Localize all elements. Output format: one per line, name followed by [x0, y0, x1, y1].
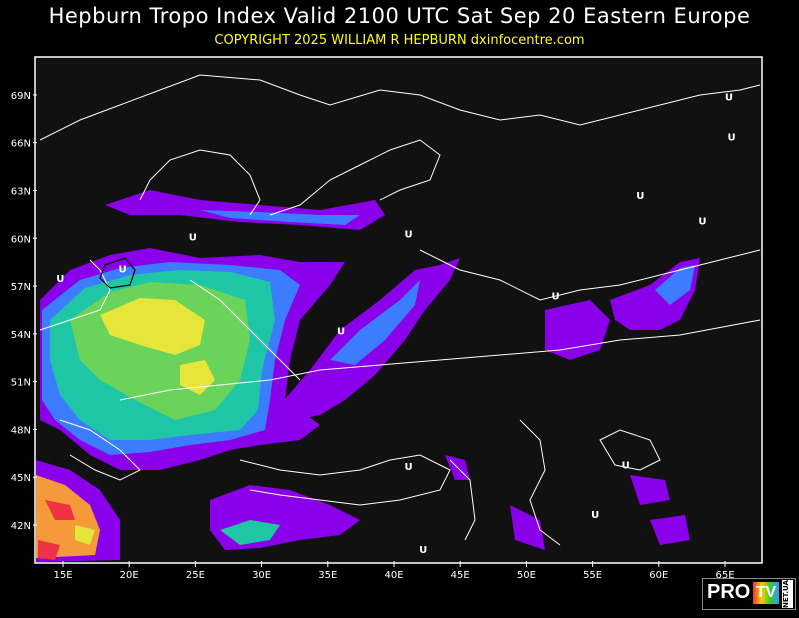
u-marker: U: [636, 191, 644, 202]
lon-label: 50E: [517, 570, 536, 581]
u-marker: U: [622, 460, 630, 471]
logo-net-text: NET.UA: [782, 580, 793, 608]
coastlines-borders: [39, 74, 761, 546]
tropo-index-overlay: [36, 190, 700, 562]
logo-tv-icon: TV: [753, 582, 779, 604]
lon-label: 35E: [318, 570, 337, 581]
u-marker: U: [405, 462, 413, 473]
map-title: Hepburn Tropo Index Valid 2100 UTC Sat S…: [48, 4, 751, 28]
lon-label: 30E: [252, 570, 271, 581]
contour-ring: [99, 257, 136, 289]
lat-label: 45N: [11, 473, 31, 484]
index-teal: [220, 520, 280, 545]
logo-pro-text: PRO: [707, 581, 751, 603]
lat-label: 48N: [11, 425, 31, 436]
lat-label: 57N: [11, 282, 31, 293]
protv-logo: PRO TV NET.UA: [702, 578, 796, 610]
u-marker: U: [591, 510, 599, 521]
index-yellow: [75, 525, 95, 545]
lat-label: 60N: [11, 234, 31, 245]
lat-label: 54N: [11, 330, 31, 341]
u-marker: U: [725, 92, 733, 103]
index-blue: [330, 280, 420, 365]
index-purple: [545, 300, 610, 360]
lat-label: 63N: [11, 186, 31, 197]
index-blue: [655, 265, 695, 305]
u-marker: U: [337, 327, 345, 338]
u-marker: U: [189, 233, 197, 244]
lon-label: 60E: [649, 570, 668, 581]
index-red: [38, 500, 75, 560]
lat-label: 69N: [11, 91, 31, 102]
lon-label: 25E: [186, 570, 205, 581]
latitude-labels: 69N 66N 63N 60N 57N 54N 51N 48N 45N 42N: [11, 91, 37, 532]
lon-label: 40E: [384, 570, 403, 581]
index-purple: [445, 455, 690, 550]
u-marker: U: [405, 229, 413, 240]
u-marker: U: [419, 545, 427, 556]
lat-label: 51N: [11, 378, 31, 389]
longitude-labels: 15E 20E 25E 30E 35E 40E 45E 50E 55E 60E 65E: [53, 561, 735, 581]
lat-label: 66N: [11, 139, 31, 150]
u-marker: U: [56, 274, 64, 285]
lon-label: 45E: [451, 570, 470, 581]
lat-label: 42N: [11, 521, 31, 532]
lon-label: 20E: [120, 570, 139, 581]
index-blue: [200, 210, 360, 225]
copyright-line: COPYRIGHT 2025 WILLIAM R HEPBURN dxinfoc…: [214, 33, 585, 48]
lon-label: 65E: [715, 570, 734, 581]
lon-label: 55E: [583, 570, 602, 581]
u-marker: U: [551, 292, 559, 303]
u-markers: U U U U U U U U U U U U U U: [56, 92, 735, 555]
u-marker: U: [119, 265, 127, 276]
u-marker: U: [698, 217, 706, 228]
index-yellow: [100, 298, 205, 355]
u-marker: U: [728, 132, 736, 143]
lon-label: 15E: [53, 570, 72, 581]
